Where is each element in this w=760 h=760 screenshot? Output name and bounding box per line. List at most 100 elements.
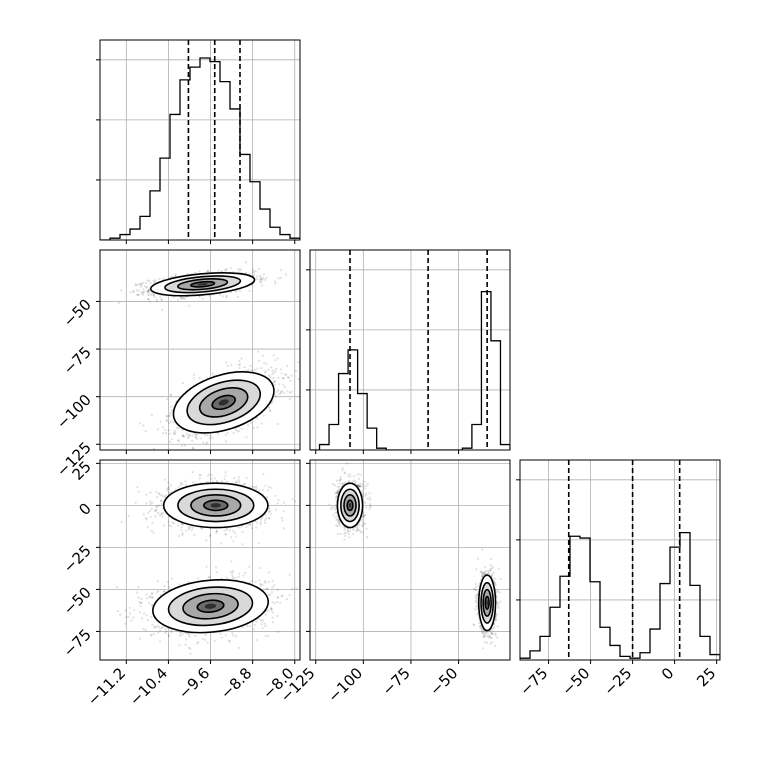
sample-point — [139, 637, 142, 641]
sample-point — [142, 281, 145, 284]
sample-point — [160, 499, 163, 503]
sample-point — [152, 279, 155, 282]
sample-point — [152, 294, 155, 297]
sample-point — [283, 501, 286, 504]
sample-point — [213, 640, 216, 643]
sample-point — [156, 580, 159, 583]
sample-point — [166, 581, 170, 584]
sample-point — [256, 426, 259, 429]
sample-point — [172, 431, 175, 434]
sample-point — [176, 524, 180, 527]
sample-point — [161, 308, 164, 311]
sample-point — [204, 434, 207, 437]
sample-point — [257, 542, 260, 545]
sample-point — [192, 377, 195, 380]
sample-point — [238, 289, 242, 292]
sample-point — [187, 632, 190, 636]
sample-point — [267, 368, 270, 371]
sample-point — [243, 366, 246, 369]
sample-point — [166, 398, 169, 401]
sample-point — [294, 500, 297, 503]
sample-point — [142, 290, 145, 293]
sample-point — [257, 350, 260, 353]
sample-point — [211, 436, 214, 440]
sample-point — [147, 293, 150, 296]
sample-point — [272, 376, 275, 380]
sample-point — [170, 438, 174, 441]
sample-point — [216, 432, 220, 435]
sample-point — [261, 354, 264, 357]
sample-point — [180, 297, 183, 300]
sample-point — [246, 625, 249, 628]
sample-point — [237, 363, 240, 366]
sample-point — [268, 510, 272, 513]
sample-point — [120, 520, 123, 523]
sample-point — [210, 474, 213, 477]
sample-point — [173, 429, 176, 433]
sample-point — [161, 503, 164, 506]
histogram-panel-1 — [310, 250, 510, 450]
sample-point — [276, 422, 279, 426]
sample-point — [167, 481, 170, 484]
sample-point — [280, 390, 284, 393]
sample-point — [241, 543, 244, 546]
sample-point — [241, 626, 244, 629]
sample-point — [181, 435, 184, 438]
sample-point — [224, 433, 227, 436]
sample-point — [196, 433, 199, 436]
sample-point — [263, 521, 267, 524]
sample-point — [224, 440, 227, 443]
sample-point — [168, 485, 171, 489]
sample-point — [282, 527, 285, 530]
sample-point — [150, 615, 153, 618]
sample-point — [169, 483, 173, 487]
sample-point — [137, 585, 140, 589]
sample-point — [181, 482, 184, 485]
sample-point — [154, 509, 157, 512]
sample-point — [233, 476, 236, 480]
sample-point — [181, 533, 184, 537]
sample-point — [261, 284, 264, 287]
sample-point — [274, 494, 277, 497]
sample-point — [257, 267, 260, 270]
sample-point — [148, 290, 151, 293]
sample-point — [155, 496, 158, 499]
sample-point — [234, 428, 237, 431]
sample-point — [137, 294, 140, 297]
sample-point — [234, 481, 237, 484]
sample-point — [172, 296, 175, 299]
sample-point — [162, 277, 165, 280]
sample-point — [255, 526, 258, 529]
sample-point — [194, 432, 197, 435]
sample-point — [208, 437, 211, 440]
sample-point — [271, 579, 274, 583]
sample-point — [159, 593, 162, 596]
sample-point — [259, 278, 262, 281]
sample-point — [152, 447, 155, 450]
sample-point — [136, 293, 140, 296]
sample-point — [283, 392, 286, 395]
sample-point — [269, 486, 272, 489]
sample-point — [244, 482, 247, 485]
sample-point — [258, 280, 262, 283]
sample-point — [142, 513, 145, 516]
sample-point — [169, 411, 172, 415]
sample-point — [274, 282, 277, 285]
sample-point — [278, 392, 281, 395]
sample-point — [255, 521, 259, 524]
sample-point — [252, 486, 255, 489]
sample-point — [205, 442, 208, 446]
sample-point — [151, 521, 154, 525]
sample-point — [269, 376, 272, 380]
sample-point — [254, 486, 257, 489]
sample-point — [188, 526, 191, 530]
sample-point — [213, 477, 216, 480]
sample-point — [165, 630, 168, 633]
sample-point — [206, 641, 209, 644]
sample-point — [262, 414, 265, 417]
sample-point — [181, 297, 185, 300]
sample-point — [190, 528, 193, 532]
sample-point — [179, 631, 182, 634]
sample-point — [186, 436, 189, 440]
sample-point — [215, 530, 218, 533]
